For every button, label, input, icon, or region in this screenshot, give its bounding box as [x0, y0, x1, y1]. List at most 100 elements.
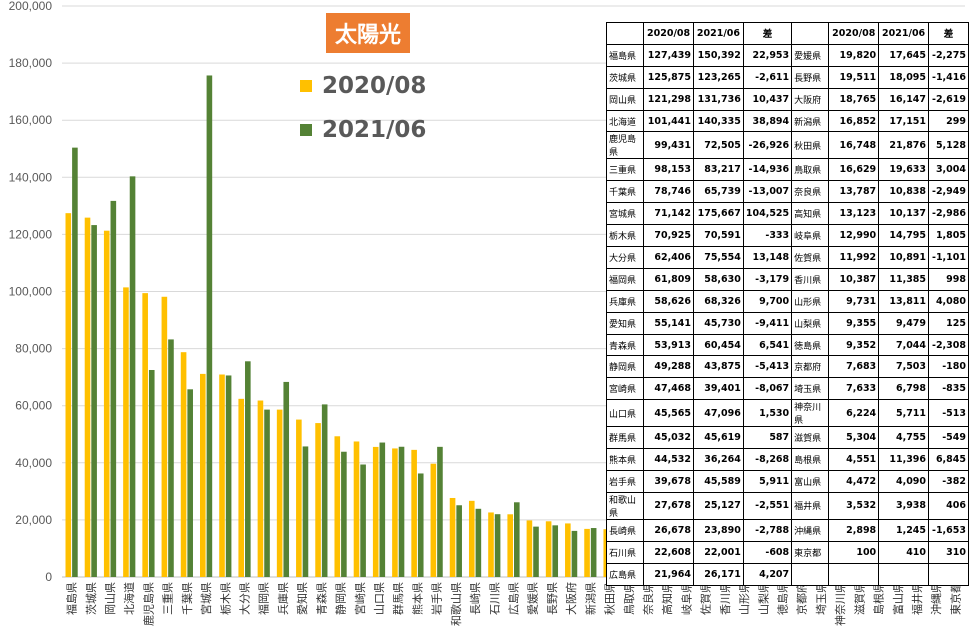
bar-2021-06 — [168, 339, 174, 577]
x-category-label: 大阪府 — [564, 582, 578, 615]
table-cell: -333 — [742, 224, 793, 248]
table-cell: 68,326 — [693, 289, 744, 313]
table-cell: 神奈川県 — [791, 399, 830, 428]
table-cell: 100 — [828, 540, 880, 564]
table-cell: 10,838 — [878, 180, 930, 204]
bar-2021-06 — [148, 369, 155, 577]
y-tick-label: 0 — [45, 570, 52, 584]
table-cell: 岩手県 — [605, 470, 645, 493]
table-row: 兵庫県 58,626 68,326 9,700 山形県 9,731 13,811 4,080 — [605, 289, 969, 313]
bar-2021-06 — [552, 525, 559, 577]
y-tick-label: 200,000 — [9, 0, 53, 13]
table-cell: 佐賀県 — [791, 246, 830, 269]
table-row: 大分県 62,406 75,554 13,148 佐賀県 11,992 10,891 -1,1… — [605, 246, 969, 269]
table-row: 長崎県 26,678 23,890 -2,788 沖縄県 2,898 1,245 -1,653 — [605, 518, 969, 542]
table-cell: 1,245 — [878, 518, 930, 542]
table-cell: 宮城県 — [605, 202, 645, 226]
table-cell: 5,128 — [928, 131, 969, 160]
table-cell: -549 — [928, 426, 969, 450]
table-cell: 45,589 — [693, 470, 744, 493]
x-category-label: 鳥取県 — [622, 582, 636, 615]
table-cell: 58,626 — [643, 289, 695, 313]
table-cell: 三重県 — [605, 158, 645, 182]
bar-2021-06 — [379, 442, 386, 577]
table-cell: 53,913 — [643, 333, 695, 357]
y-tick-label: 40,000 — [15, 456, 52, 470]
table-cell: 13,787 — [828, 180, 880, 204]
x-category-label: 京都府 — [795, 582, 809, 615]
table-cell: 18,765 — [828, 87, 880, 111]
table-row: 鹿児島県 99,431 72,505 -26,926 秋田県 16,748 21,876 5,… — [605, 131, 969, 160]
y-tick-label: 60,000 — [15, 399, 52, 413]
table-cell: 121,298 — [643, 87, 695, 111]
table-cell: -2,986 — [928, 202, 969, 226]
bar-2021-06 — [225, 375, 232, 577]
x-category-label: 新潟県 — [583, 582, 597, 615]
table-cell: 11,385 — [878, 267, 930, 291]
table-cell: 27,678 — [643, 491, 695, 520]
bar-2020-08 — [142, 293, 148, 577]
table-cell: 11,992 — [828, 246, 880, 269]
table-cell: 栃木県 — [605, 224, 645, 248]
table-cell: 山口県 — [605, 399, 645, 428]
bar-2021-06 — [321, 404, 328, 577]
table-cell: 9,700 — [742, 289, 793, 313]
table-cell — [878, 562, 930, 586]
bar-2021-06 — [245, 361, 251, 577]
x-category-label: 奈良県 — [641, 582, 655, 615]
table-cell: 4,080 — [928, 289, 969, 313]
table-cell: 21,876 — [878, 131, 930, 160]
table-cell: -608 — [742, 540, 793, 564]
table-cell: 17,645 — [878, 43, 930, 67]
table-cell: 22,953 — [742, 43, 793, 67]
x-category-label: 広島県 — [507, 582, 521, 615]
table-cell: 65,739 — [693, 180, 744, 204]
table-cell: 13,811 — [878, 289, 930, 313]
x-category-label: 福岡県 — [257, 582, 271, 615]
table-cell: 16,748 — [828, 131, 880, 160]
table-cell: 香川県 — [791, 267, 830, 291]
bar-2020-08 — [257, 400, 264, 577]
bar-2021-06 — [72, 147, 78, 577]
bar-2020-08 — [296, 419, 302, 577]
bar-2021-06 — [475, 508, 482, 577]
table-cell: 104,525 — [742, 202, 793, 226]
table-cell: 140,335 — [693, 109, 744, 133]
table-cell: 高知県 — [791, 202, 830, 226]
table-cell: 3,004 — [928, 158, 969, 182]
table-cell: 16,629 — [828, 158, 880, 182]
table-cell: 2,898 — [828, 518, 880, 542]
x-category-label: 宮城県 — [199, 582, 213, 615]
table-cell: 福島県 — [605, 43, 645, 67]
table-cell: 新潟県 — [791, 109, 830, 133]
table-cell: 26,171 — [693, 562, 744, 586]
x-category-label: 徳島県 — [775, 582, 789, 615]
table-cell: -835 — [928, 377, 969, 401]
table-cell — [791, 562, 830, 586]
table-row: 宮崎県 47,468 39,401 -8,067 埼玉県 7,633 6,798 -835 — [605, 377, 969, 401]
table-cell: 6,845 — [928, 448, 969, 472]
table-cell: 175,667 — [693, 202, 744, 226]
table-cell: 71,142 — [643, 202, 695, 226]
bar-2020-08 — [584, 528, 590, 577]
table-cell: -1,416 — [928, 65, 969, 89]
table-cell: -2,308 — [928, 333, 969, 357]
x-category-label: 大分県 — [238, 582, 252, 615]
bar-2021-06 — [437, 446, 443, 577]
table-row: 千葉県 78,746 65,739 -13,007 奈良県 13,787 10,838 -2,… — [605, 180, 969, 204]
table-cell: 群馬県 — [605, 426, 645, 450]
y-tick-label: 100,000 — [9, 285, 53, 299]
x-category-label: 福井県 — [910, 582, 924, 615]
table-cell: 7,503 — [878, 355, 930, 379]
bar-2020-08 — [65, 213, 72, 577]
bar-2021-06 — [571, 530, 578, 577]
table-cell: 1,530 — [742, 399, 793, 428]
x-category-label: 青森県 — [314, 582, 328, 615]
table-cell: 125,875 — [643, 65, 695, 89]
table-cell: 101,441 — [643, 109, 695, 133]
x-axis-category-labels: 福島県 茨城県 岡山県 北海道 鹿児島県 三重県 千葉県 宮城県 栃木県 大分県 福岡県 兵庫県 愛知県… — [65, 582, 963, 626]
bar-2021-06 — [590, 528, 597, 577]
x-category-label: 東京都 — [948, 582, 962, 615]
table-header-cell — [605, 22, 645, 45]
